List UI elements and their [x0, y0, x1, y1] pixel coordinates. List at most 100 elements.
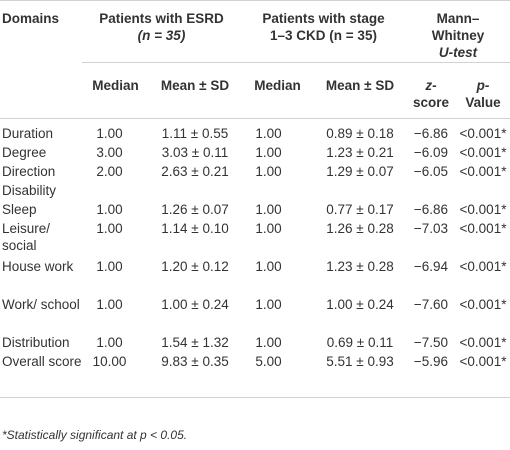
cell-esrd-median: 1.00	[96, 259, 123, 274]
header-group-esrd-line2: (n = 35)	[137, 28, 186, 43]
cell-ckd-mean-sd: 0.69 ± 0.11	[326, 335, 394, 350]
cell-p-value	[456, 182, 510, 201]
cell-ckd-mean-sd	[314, 182, 406, 201]
cell-p-value: <0.001*	[456, 353, 510, 398]
header-group-esrd-line1: Patients with ESRD	[99, 11, 224, 26]
cell-esrd-mean-sd: 9.83 ± 0.35	[149, 353, 241, 398]
cell-ckd-median: 1.00	[255, 297, 282, 312]
cell-z-score: −7.50	[413, 335, 449, 350]
cell-p-value: <0.001*	[459, 221, 507, 236]
table-row: Sleep 1.00 1.26 ± 0.07 1.00 0.77 ± 0.17 …	[0, 201, 510, 220]
header-p-line2: Value	[465, 95, 501, 110]
cell-z-score: −7.60	[413, 297, 449, 312]
cell-p-value: <0.001*	[459, 202, 507, 217]
cell-ckd-median: 5.00	[241, 353, 314, 398]
header-group-mann-whitney: Mann– Whitney U-test	[406, 0, 510, 63]
cell-z-score: −6.09	[413, 145, 449, 160]
table-row: House work 1.00 1.20 ± 0.12 1.00 1.23 ± …	[0, 258, 510, 296]
header-p-value: p- Value	[456, 62, 510, 119]
table-row: Distribution 1.00 1.54 ± 1.32 1.00 0.69 …	[0, 334, 510, 353]
cell-esrd-mean-sd: 1.26 ± 0.07	[161, 202, 229, 217]
header-esrd-mean-sd: Mean ± SD	[149, 62, 241, 119]
cell-p-value: <0.001*	[459, 145, 507, 160]
header-z-score: z- score	[406, 62, 456, 119]
cell-p-value: <0.001*	[459, 335, 507, 350]
header-z-line1: z-	[425, 78, 437, 93]
cell-esrd-median: 1.00	[96, 221, 123, 236]
cell-esrd-median	[82, 182, 149, 201]
cell-esrd-mean-sd: 1.54 ± 1.32	[161, 335, 229, 350]
header-esrd-median: Median	[82, 62, 149, 119]
table-row: Direction 2.00 2.63 ± 0.21 1.00 1.29 ± 0…	[0, 163, 510, 182]
cell-esrd-mean-sd: 1.20 ± 0.12	[161, 259, 229, 274]
cell-ckd-median: 1.00	[255, 126, 282, 141]
cell-ckd-median: 1.00	[255, 221, 282, 236]
cell-z-score: −6.86	[413, 126, 449, 141]
cell-ckd-mean-sd: 1.29 ± 0.07	[326, 164, 394, 179]
cell-esrd-median: 1.00	[96, 335, 123, 350]
cell-esrd-mean-sd: 3.03 ± 0.11	[161, 145, 229, 160]
header-group-esrd: Patients with ESRD (n = 35)	[82, 0, 241, 63]
cell-domain: Work/ school	[2, 297, 80, 312]
cell-domain: Direction	[2, 164, 56, 179]
header-group-ckd: Patients with stage 1–3 CKD (n = 35)	[241, 0, 406, 63]
cell-ckd-median: 1.00	[255, 335, 282, 350]
header-ckd-median: Median	[241, 62, 314, 119]
cell-domain: Distribution	[2, 335, 70, 350]
cell-p-value: <0.001*	[459, 164, 507, 179]
cell-z-score: −7.03	[413, 221, 449, 236]
cell-ckd-mean-sd: 1.26 ± 0.28	[326, 221, 394, 236]
cell-domain: House work	[2, 259, 74, 274]
cell-ckd-mean-sd: 5.51 ± 0.93	[314, 353, 406, 398]
header-p-line1: p-	[476, 78, 490, 93]
header-group-mw-line1: Mann–	[436, 11, 480, 26]
cell-domain: Sleep	[2, 202, 37, 217]
cell-esrd-median: 10.00	[82, 353, 149, 398]
header-ckd-mean-sd: Mean ± SD	[314, 62, 406, 119]
header-row-columns: Median Mean ± SD Median Mean ± SD z- sco…	[0, 62, 510, 119]
cell-esrd-median: 1.00	[96, 202, 123, 217]
cell-domain: Overall score	[0, 353, 82, 398]
cell-p-value: <0.001*	[459, 297, 507, 312]
header-group-mw-line3: U-test	[438, 45, 478, 60]
cell-ckd-median	[241, 182, 314, 201]
header-domains: Domains	[0, 0, 82, 119]
cell-ckd-median: 1.00	[255, 145, 282, 160]
cell-z-score: −6.05	[413, 164, 449, 179]
table-row: Disability	[0, 182, 510, 201]
header-group-mw-line2: Whitney	[431, 28, 485, 43]
header-group-ckd-line1: Patients with stage	[262, 11, 385, 26]
cell-esrd-median: 2.00	[96, 164, 123, 179]
cell-z-score: −6.86	[413, 202, 449, 217]
table-footnote: *Statistically significant at p < 0.05.	[2, 428, 188, 442]
cell-domain: Degree	[2, 145, 47, 160]
table-row: Overall score 10.00 9.83 ± 0.35 5.00 5.5…	[0, 353, 510, 398]
cell-domain: Disability	[2, 183, 57, 198]
table-row: Leisure/ social 1.00 1.14 ± 0.10 1.00 1.…	[0, 220, 510, 258]
cell-ckd-mean-sd: 0.77 ± 0.17	[326, 202, 394, 217]
header-row-groups: Domains Patients with ESRD (n = 35) Pati…	[0, 0, 510, 119]
cell-esrd-mean-sd: 1.14 ± 0.10	[161, 221, 229, 236]
cell-p-value: <0.001*	[459, 126, 507, 141]
table-row: Duration 1.00 1.11 ± 0.55 1.00 0.89 ± 0.…	[0, 119, 510, 145]
table-body: Duration 1.00 1.11 ± 0.55 1.00 0.89 ± 0.…	[0, 119, 510, 398]
header-z-line2: score	[412, 95, 450, 110]
cell-domain: Leisure/ social	[2, 221, 51, 253]
cell-p-value: <0.001*	[459, 259, 507, 274]
table-row: Work/ school 1.00 1.00 ± 0.24 1.00 1.00 …	[0, 296, 510, 334]
results-table: Domains Patients with ESRD (n = 35) Pati…	[0, 0, 510, 398]
cell-z-score: −5.96	[406, 353, 456, 398]
cell-esrd-median: 1.00	[96, 126, 123, 141]
table-row: Degree 3.00 3.03 ± 0.11 1.00 1.23 ± 0.21…	[0, 144, 510, 163]
cell-esrd-median: 1.00	[96, 297, 123, 312]
cell-domain: Duration	[2, 126, 54, 141]
cell-ckd-median: 1.00	[255, 202, 282, 217]
cell-ckd-mean-sd: 1.23 ± 0.28	[326, 259, 394, 274]
cell-ckd-median: 1.00	[255, 164, 282, 179]
cell-ckd-mean-sd: 1.23 ± 0.21	[326, 145, 394, 160]
cell-ckd-median: 1.00	[255, 259, 282, 274]
cell-esrd-mean-sd	[149, 182, 241, 201]
cell-esrd-median: 3.00	[96, 145, 123, 160]
cell-ckd-mean-sd: 1.00 ± 0.24	[326, 297, 394, 312]
